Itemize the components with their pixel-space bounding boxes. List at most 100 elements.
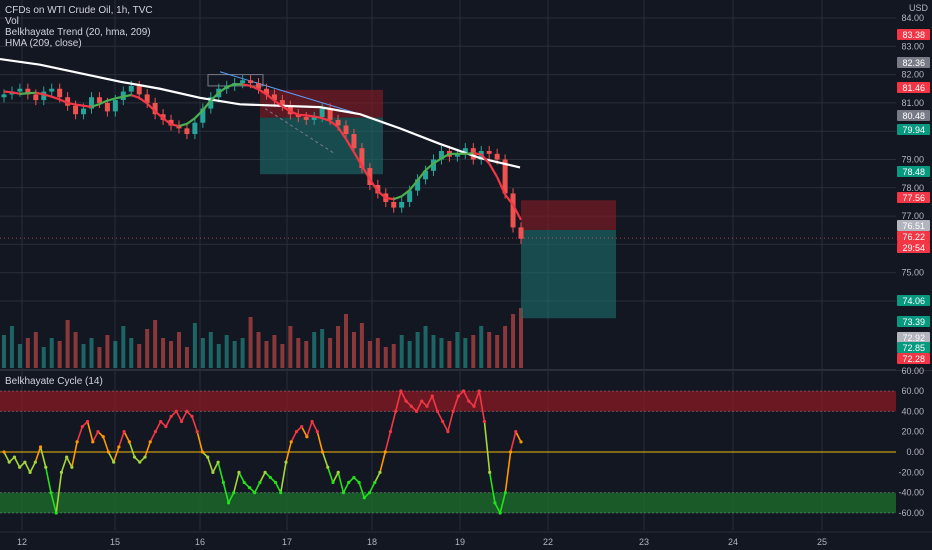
trend-segment — [329, 120, 339, 129]
cycle-point — [237, 470, 241, 474]
trend-segment — [107, 97, 116, 102]
candle-body — [192, 122, 198, 135]
candlesticks — [1, 75, 524, 244]
cycle-point — [195, 430, 199, 434]
cycle-segment — [60, 456, 68, 473]
time-tick: 17 — [282, 537, 292, 547]
cycle-point — [112, 460, 116, 464]
cycle-point — [138, 460, 142, 464]
price-badge — [897, 82, 930, 93]
cycle-point — [80, 424, 84, 429]
cycle-segment — [165, 416, 172, 427]
oversold-band — [0, 492, 896, 514]
cycle-point — [23, 460, 27, 464]
volume-bar — [232, 341, 237, 368]
price-badge-label: 74.06 — [902, 296, 925, 306]
cycle-segment — [499, 492, 507, 514]
cycle-segment — [29, 461, 37, 473]
volume-legend[interactable]: Vol — [5, 16, 19, 27]
trend-segment — [162, 117, 172, 126]
cycle-point — [122, 430, 126, 434]
cycle-segment — [24, 461, 31, 473]
overbought-band — [0, 390, 896, 412]
candle-body — [263, 88, 269, 95]
cycle-point — [263, 470, 267, 474]
trend-segment — [11, 91, 21, 95]
cycle-segment — [196, 431, 204, 453]
cycle-point — [247, 485, 252, 490]
price-tick: 83.00 — [901, 41, 924, 51]
volume-bar — [105, 335, 110, 368]
cycle-segment — [321, 451, 329, 468]
price-badge — [897, 353, 930, 364]
cycle-segment — [180, 410, 188, 422]
cycle-point — [305, 435, 309, 439]
candle-body — [287, 105, 293, 115]
price-tick: 81.00 — [901, 98, 924, 108]
oscillator-axis[interactable]: 60.00 60.00 40.00 20.00 0.00 -20.00 -40.00 -60.… — [898, 366, 924, 518]
oscillator-title[interactable]: Belkhayate Cycle (14) — [5, 376, 103, 387]
hma-legend[interactable]: HMA (209, close) — [5, 38, 82, 49]
cycle-point — [127, 440, 131, 444]
cycle-segment — [128, 441, 136, 458]
volume-bar — [463, 338, 468, 368]
cycle-segment — [123, 431, 131, 443]
trend-segment — [408, 179, 419, 191]
cycle-segment — [55, 472, 63, 514]
volume-bar — [33, 332, 38, 368]
trend-segment — [473, 152, 482, 156]
candle-body — [184, 128, 190, 135]
candle-body — [1, 94, 7, 98]
volume-bars — [2, 308, 523, 368]
trend-segment — [130, 93, 140, 99]
cycle-segment — [368, 482, 376, 494]
cycle-segment — [222, 482, 230, 504]
cycle-point — [414, 409, 419, 413]
volume-bar — [487, 332, 492, 368]
trend-segment — [59, 98, 69, 104]
candle-body — [391, 201, 397, 208]
price-badge-label: 72.92 — [902, 333, 925, 343]
cycle-point — [451, 409, 455, 413]
price-badge-label: 83.38 — [902, 30, 925, 40]
cycle-segment — [175, 410, 183, 422]
time-axis[interactable]: 12 15 16 17 18 19 22 23 24 25 — [0, 531, 932, 550]
cycle-segment — [488, 472, 496, 503]
volume-bar — [407, 341, 412, 368]
price-badge-label: 79.94 — [902, 125, 925, 135]
cycle-segment — [483, 421, 491, 473]
cycle-point — [85, 419, 90, 424]
cycle-segment — [212, 461, 219, 473]
cycle-segment — [426, 395, 433, 407]
cycle-point — [331, 480, 335, 485]
trend-segment — [67, 101, 76, 106]
cycle-segment — [285, 441, 292, 463]
cycle-point — [273, 480, 278, 485]
candle-body — [335, 119, 341, 126]
trend-segment — [424, 162, 435, 172]
trend-segment — [83, 104, 92, 108]
cycle-segment — [144, 441, 151, 458]
trend-segment — [91, 102, 100, 108]
cycle-segment — [400, 390, 407, 402]
volume-bar — [336, 326, 341, 368]
take-profit-box — [260, 117, 383, 175]
price-axis[interactable]: USD84.0083.0082.0081.0080.0079.0078.0077… — [896, 0, 932, 370]
volume-bar — [176, 332, 181, 368]
symbol-title[interactable]: CFDs on WTI Crude Oil, 1h, TVC — [5, 5, 153, 16]
cycle-point — [399, 389, 403, 393]
cycle-point — [519, 440, 523, 444]
cycle-point — [117, 445, 121, 449]
volume-bar — [447, 341, 452, 368]
cycle-point — [174, 409, 178, 413]
candle-body — [279, 100, 285, 106]
trend-segment — [178, 122, 188, 128]
cycle-point — [148, 440, 152, 444]
volume-bar — [65, 320, 70, 368]
trend-segment — [440, 152, 450, 160]
trend-segment — [218, 86, 228, 94]
trend-segment — [432, 157, 443, 165]
trend-legend[interactable]: Belkhayate Trend (20, hma, 209) — [5, 27, 151, 38]
cycle-point — [106, 450, 111, 454]
